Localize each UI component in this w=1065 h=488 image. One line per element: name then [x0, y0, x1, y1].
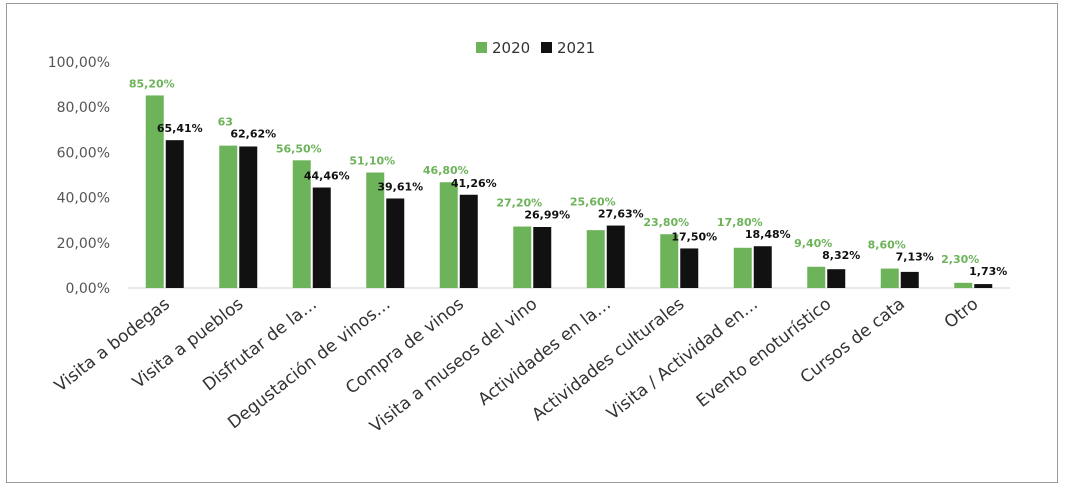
data-label-2020: 17,80%	[717, 216, 763, 229]
bar-2021	[533, 227, 552, 288]
data-label-2021: 65,41%	[157, 122, 203, 135]
data-label-2021: 39,61%	[377, 180, 423, 193]
y-tick-label: 60,00%	[57, 145, 110, 161]
legend-label-2020: 2020	[492, 39, 530, 57]
category-label: Otro	[941, 294, 983, 333]
bars	[145, 95, 993, 288]
bar-2021	[386, 198, 405, 288]
category-label: Evento enoturístico	[693, 294, 836, 412]
bar-2020	[660, 234, 679, 288]
bar-2021	[827, 269, 846, 288]
bar-2020	[954, 282, 973, 288]
bar-2021	[165, 140, 184, 288]
bar-2020	[366, 172, 385, 288]
data-label-2020: 27,20%	[496, 197, 542, 210]
bar-2021	[680, 248, 699, 288]
bar-2020	[880, 268, 899, 288]
data-label-2020: 9,40%	[794, 237, 832, 250]
data-label-2020: 51,10%	[349, 155, 395, 168]
bar-2020	[439, 182, 458, 288]
data-label-2021: 62,62%	[230, 128, 276, 141]
bar-2020	[807, 266, 826, 288]
data-label-2021: 17,50%	[671, 230, 717, 243]
bar-2020	[145, 95, 164, 288]
data-label-2020: 63	[218, 116, 233, 129]
bar-2021	[459, 194, 478, 288]
bar-2020	[513, 226, 532, 288]
y-tick-label: 100,00%	[48, 55, 110, 71]
data-label-2020: 25,60%	[570, 196, 616, 209]
data-label-2021: 8,32%	[822, 249, 860, 262]
bar-2021	[900, 271, 919, 288]
data-label-2021: 26,99%	[524, 209, 570, 222]
data-label-2021: 44,46%	[304, 170, 350, 183]
data-label-2021: 1,73%	[969, 265, 1007, 278]
data-label-2020: 56,50%	[276, 142, 322, 155]
bar-2021	[239, 146, 258, 288]
legend-swatch-2020	[476, 42, 487, 53]
y-tick-label: 40,00%	[57, 191, 110, 207]
bar-2021	[312, 187, 331, 288]
y-tick-label: 20,00%	[57, 236, 110, 252]
data-label-2020: 46,80%	[423, 164, 469, 177]
legend-swatch-2021	[541, 42, 552, 53]
legend-label-2021: 2021	[557, 39, 595, 57]
bar-2020	[292, 160, 311, 288]
bar-2021	[974, 284, 993, 288]
bar-2021	[753, 246, 772, 288]
y-tick-label: 80,00%	[57, 100, 110, 116]
data-label-2021: 27,63%	[598, 208, 644, 221]
legend: 2020 2021	[476, 39, 595, 57]
data-label-2021: 41,26%	[451, 177, 497, 190]
bar-2020	[219, 145, 238, 288]
category-label: Actividades en la…	[475, 294, 615, 410]
data-label-2020: 2,30%	[941, 253, 979, 266]
y-axis: 0,00% 20,00% 40,00% 60,00% 80,00% 100,00%	[48, 55, 1010, 297]
data-label-2020: 23,80%	[643, 216, 689, 229]
data-label-2021: 18,48%	[745, 228, 791, 241]
bar-2020	[586, 230, 605, 288]
data-label-2020: 85,20%	[129, 77, 175, 90]
bar-2020	[733, 247, 752, 288]
bar-2021	[606, 225, 625, 288]
data-label-2021: 7,13%	[896, 251, 934, 264]
data-label-2020: 8,60%	[868, 239, 906, 252]
y-tick-label: 0,00%	[66, 281, 110, 297]
